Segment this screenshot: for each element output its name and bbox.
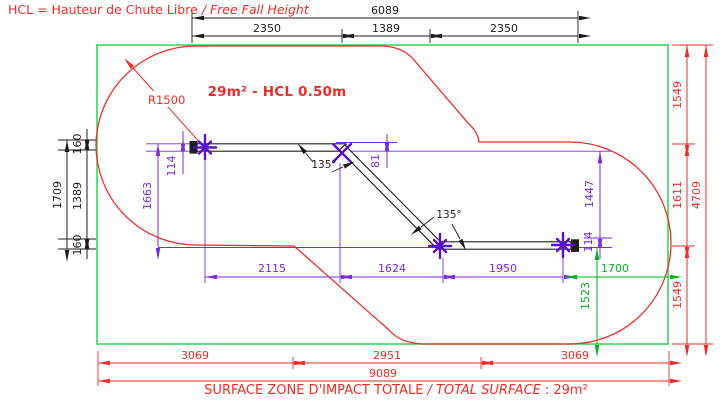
dim-clearance-width: 1700 xyxy=(601,262,629,275)
structure-dimensions xyxy=(155,131,603,280)
total-surface-boundary xyxy=(96,44,669,345)
radius-label: R1500 xyxy=(148,93,185,107)
dim-bottom-right: 3069 xyxy=(561,349,589,362)
bottom-dimensions xyxy=(97,351,682,386)
beam-bottom xyxy=(436,241,572,250)
dim-top-right: 2350 xyxy=(490,22,518,35)
right-dimensions xyxy=(672,44,713,357)
left-dimensions xyxy=(58,129,96,262)
angle-leaders xyxy=(297,143,467,251)
dim-span3: 1950 xyxy=(489,262,517,275)
beam-diagonal xyxy=(338,144,443,249)
dim-bottom-left: 3069 xyxy=(181,349,209,362)
impact-zone-outline xyxy=(95,45,672,345)
angle-label-1: 135° xyxy=(311,159,336,171)
dim-span1: 2115 xyxy=(258,262,286,275)
dim-top-total: 6089 xyxy=(371,4,399,17)
dim-right-total: 4709 xyxy=(690,181,703,209)
dim-top-left: 2350 xyxy=(253,22,281,35)
post-marker-left xyxy=(192,133,218,161)
dim-left-mid: 1389 xyxy=(71,182,84,210)
dim-left-bottom: 160 xyxy=(71,235,84,256)
dim-left-total: 1709 xyxy=(51,181,64,209)
equipment-structure xyxy=(189,141,579,252)
beam-top xyxy=(196,143,347,152)
post-markers xyxy=(192,133,576,260)
dim-clearance-height: 1523 xyxy=(579,282,592,310)
zone-area-label: 29m² - HCL 0.50m xyxy=(208,84,347,100)
dim-height-left: 1663 xyxy=(141,182,154,210)
dim-bottom-total: 9089 xyxy=(369,367,397,380)
dim-offset: 81 xyxy=(369,154,382,168)
header-title: HCL = Hauteur de Chute Libre / Free Fall … xyxy=(8,2,310,17)
dim-height-right: 1447 xyxy=(583,180,596,208)
dim-beam-thickness-left: 114 xyxy=(165,156,178,177)
dim-left-top: 160 xyxy=(71,134,84,155)
clearance-dimensions xyxy=(565,248,682,357)
dim-right-top: 1549 xyxy=(671,81,684,109)
angle-label-2: 135° xyxy=(436,209,461,221)
joint-marker-top xyxy=(331,142,353,164)
dim-top-mid: 1389 xyxy=(372,22,400,35)
joint-marker-bottom xyxy=(427,232,453,260)
dim-right-bottom: 1549 xyxy=(671,281,684,309)
dim-beam-thickness-right: 114 xyxy=(582,232,595,253)
footer-title: SURFACE ZONE D'IMPACT TOTALE / TOTAL SURF… xyxy=(204,383,588,398)
radius-leader xyxy=(124,58,204,147)
post-marker-right xyxy=(550,231,576,259)
dim-span2: 1624 xyxy=(378,262,406,275)
top-dimensions xyxy=(191,11,591,43)
dim-right-mid: 1611 xyxy=(671,181,684,209)
dim-bottom-mid: 2951 xyxy=(373,349,401,362)
